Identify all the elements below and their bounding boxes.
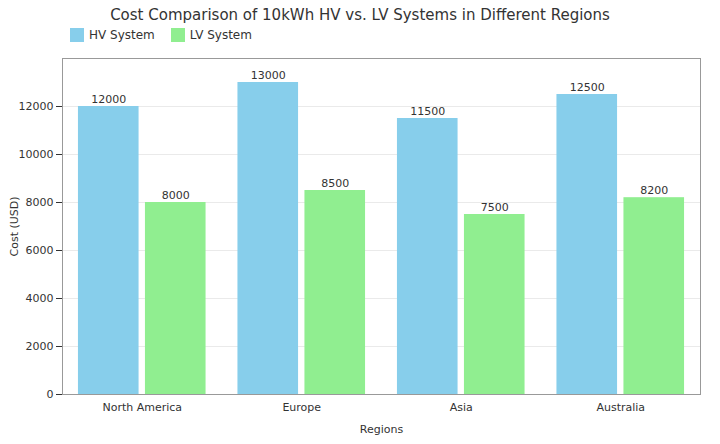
html-text:LV System: LV System — [189, 28, 252, 42]
svg-text:12000: 12000 — [91, 93, 126, 106]
svg-text:Australia: Australia — [596, 401, 645, 414]
svg-text:10000: 10000 — [19, 148, 54, 161]
svg-text:Cost (USD): Cost (USD) — [8, 196, 21, 256]
svg-text:8500: 8500 — [321, 177, 349, 190]
svg-text:Regions: Regions — [360, 423, 404, 436]
svg-text:4000: 4000 — [26, 292, 54, 305]
svg-text:Europe: Europe — [282, 401, 321, 414]
svg-text:8000: 8000 — [162, 189, 190, 202]
svg-text:North America: North America — [102, 401, 182, 414]
svg-text:11500: 11500 — [410, 105, 445, 118]
svg-text:8200: 8200 — [640, 184, 668, 197]
svg-text:12000: 12000 — [19, 100, 54, 113]
svg-text:Asia: Asia — [450, 401, 473, 414]
html-text:Cost Comparison of 10kWh HV vs: Cost Comparison of 10kWh HV vs. LV Syste… — [110, 6, 610, 24]
svg-text:13000: 13000 — [251, 69, 286, 82]
svg-text:8000: 8000 — [26, 196, 54, 209]
svg-text:0: 0 — [47, 388, 54, 401]
html-text:HV System: HV System — [89, 28, 155, 42]
svg-text:6000: 6000 — [26, 244, 54, 257]
svg-text:2000: 2000 — [26, 340, 54, 353]
svg-text:12500: 12500 — [570, 81, 605, 94]
svg-text:7500: 7500 — [481, 201, 509, 214]
